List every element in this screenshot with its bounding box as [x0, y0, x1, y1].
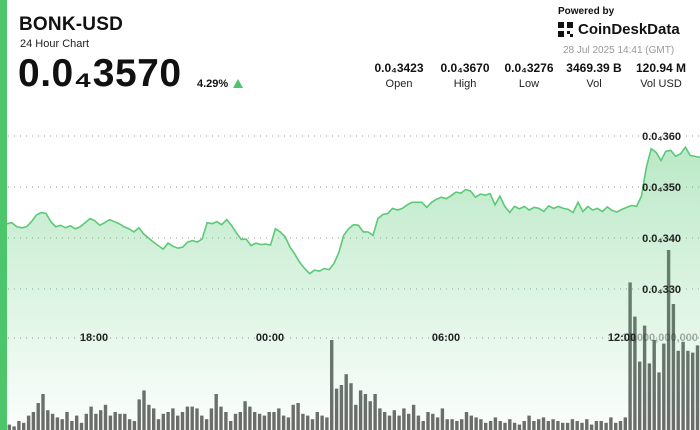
coindesk-logo-icon [557, 21, 574, 38]
stat-open-value: 0.0₄3423 [374, 61, 424, 75]
chart-subtitle: 24 Hour Chart [20, 38, 90, 50]
stat-low-value: 0.0₄3276 [504, 61, 554, 75]
x-axis-labels: 18:00 00:00 06:00 12:00 [80, 332, 636, 344]
price-change-percent: 4.29% [197, 78, 229, 90]
stat-high-label: High [453, 78, 477, 90]
stat-volume-usd: 120.94 M Vol USD [622, 61, 700, 90]
stat-high-value: 0.0₄3670 [440, 61, 490, 75]
price-line [6, 145, 700, 275]
price-area [7, 147, 700, 430]
overlapping-tick-fragment: 10,000,000,000 [622, 332, 698, 344]
stat-volume-value: 3469.39 B [566, 61, 622, 75]
stat-low-label: Low [518, 78, 540, 90]
stat-volume: 3469.39 B Vol [554, 61, 634, 90]
stat-volume-usd-value: 120.94 M [635, 61, 687, 75]
stat-high: 0.0₄3670 High [425, 61, 505, 90]
y-tick-label: 0.0₄340 [642, 233, 681, 245]
brand-name: CoinDeskData [578, 21, 680, 38]
stat-low: 0.0₄3276 Low [489, 61, 569, 90]
current-price: 0.0₄3570 [18, 52, 182, 95]
y-axis-labels: 0.0₄360 0.0₄350 0.0₄340 0.0₄330 [642, 131, 681, 296]
stat-open-label: Open [385, 78, 413, 90]
y-tick-label: 0.0₄330 [642, 284, 681, 296]
y-tick-label: 0.0₄350 [642, 182, 681, 194]
x-tick-label: 06:00 [432, 332, 460, 344]
x-tick-label: 00:00 [256, 332, 284, 344]
pair-title: BONK-USD [19, 14, 123, 35]
y-tick-label: 0.0₄360 [642, 131, 681, 143]
x-tick-label: 18:00 [80, 332, 108, 344]
brand-logo[interactable]: CoinDeskData [557, 21, 680, 38]
accent-bar [0, 0, 7, 430]
up-arrow-icon [233, 79, 243, 88]
stat-volume-usd-label: Vol USD [640, 78, 682, 90]
powered-by-label: Powered by [558, 6, 615, 17]
stat-open: 0.0₄3423 Open [359, 61, 439, 90]
stat-volume-label: Vol [586, 78, 602, 90]
x-tick-label: 12:00 [608, 332, 636, 344]
timestamp: 28 Jul 2025 14:41 (GMT) [563, 45, 675, 56]
